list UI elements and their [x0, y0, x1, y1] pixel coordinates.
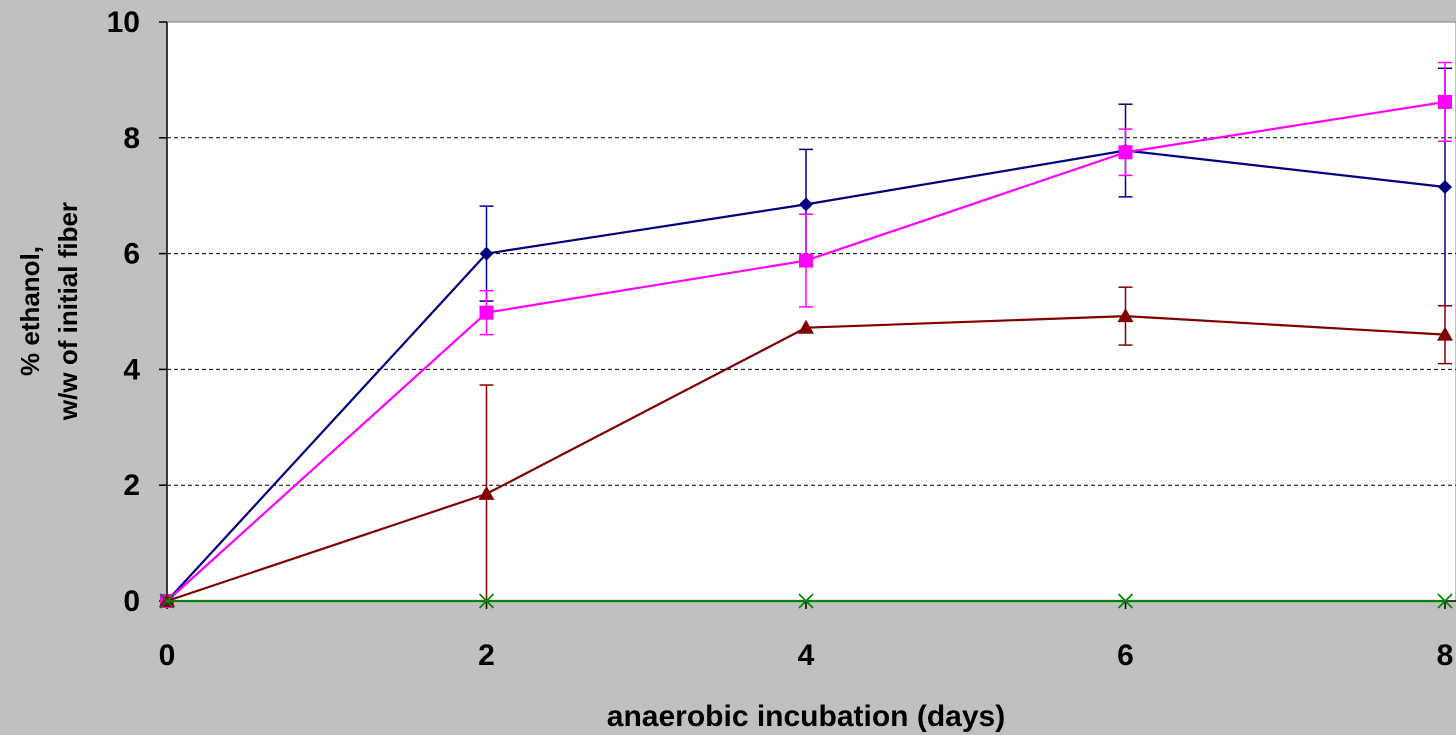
- plot-area: [166, 21, 1456, 602]
- x-tick-label-0: 0: [159, 639, 176, 672]
- y-tick-label-2: 2: [123, 469, 140, 502]
- data-point-4-0: [159, 593, 175, 609]
- x-tick-label-2: 2: [478, 639, 495, 672]
- y-tick-label-8: 8: [123, 122, 140, 155]
- x-tick-labels: 0 2 4 6 8: [159, 639, 1454, 672]
- y-axis-label-line-1: % ethanol,: [15, 246, 45, 376]
- data-point-4-4: [1437, 593, 1453, 609]
- data-point-2-4: [1438, 94, 1452, 109]
- y-tick-labels: 0 2 4 6 8 10: [107, 6, 141, 618]
- data-point-1-2: [799, 197, 813, 212]
- x-axis-label: anaerobic incubation (days): [607, 700, 1005, 733]
- series: [159, 61, 1453, 609]
- y-tick-label-10: 10: [107, 6, 140, 39]
- y-tick-label-6: 6: [123, 238, 140, 271]
- y-tick-label-4: 4: [123, 353, 140, 386]
- series-4: [159, 593, 1453, 609]
- data-point-2-3: [1118, 145, 1133, 160]
- data-point-2-2: [799, 253, 813, 268]
- data-point-1-4: [1438, 180, 1452, 195]
- series-3: [159, 286, 1453, 607]
- x-tick-label-6: 6: [1117, 639, 1134, 672]
- data-point-2-1: [479, 305, 494, 320]
- y-tick-label-0: 0: [123, 585, 140, 618]
- data-point-3-1: [478, 485, 495, 500]
- x-tick-label-8: 8: [1437, 639, 1454, 672]
- data-point-4-3: [1117, 593, 1134, 609]
- data-point-3-2: [798, 319, 814, 334]
- data-point-3-3: [1117, 308, 1134, 323]
- data-point-3-4: [1437, 326, 1453, 341]
- x-tick-label-4: 4: [798, 639, 815, 672]
- data-point-1-1: [479, 246, 494, 261]
- y-axis-label: % ethanol, w/w of initial fiber: [15, 202, 83, 421]
- y-axis-label-line-2: w/w of initial fiber: [53, 202, 83, 421]
- data-point-4-1: [478, 593, 495, 609]
- data-point-4-2: [798, 593, 814, 609]
